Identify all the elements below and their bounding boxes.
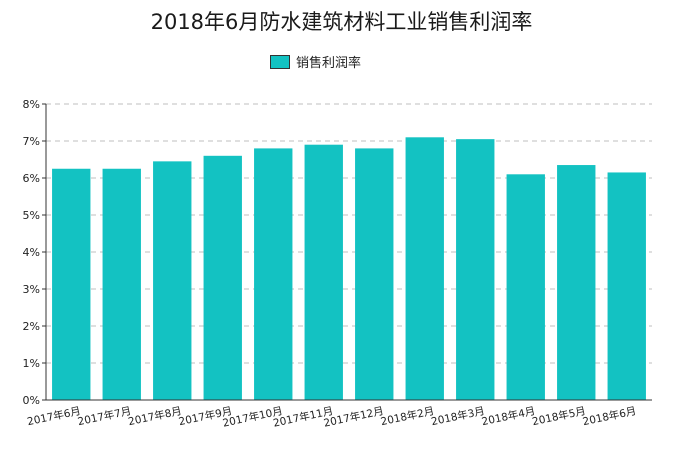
- bar: [607, 172, 646, 400]
- y-tick-label: 1%: [23, 357, 40, 370]
- bar: [557, 165, 596, 400]
- y-tick-label: 2%: [23, 320, 40, 333]
- legend-label: 销售利润率: [296, 56, 362, 71]
- y-tick-label: 4%: [23, 246, 40, 259]
- y-tick-label: 0%: [23, 394, 40, 407]
- bar: [456, 139, 495, 400]
- y-tick-label: 3%: [23, 283, 40, 296]
- bar: [355, 148, 394, 400]
- y-tick-label: 7%: [23, 135, 40, 148]
- x-tick-label: 2018年5月: [531, 404, 587, 428]
- chart-title: 2018年6月防水建筑材料工业销售利润率: [150, 10, 533, 34]
- x-tick-label: 2017年8月: [127, 404, 183, 428]
- bar: [254, 148, 293, 400]
- bar: [506, 174, 545, 400]
- bar: [153, 161, 192, 400]
- x-tick-label: 2018年2月: [379, 404, 435, 428]
- x-tick-label: 2018年3月: [430, 404, 486, 428]
- bar: [405, 137, 444, 401]
- y-tick-label: 8%: [23, 98, 40, 111]
- bar: [304, 144, 343, 400]
- y-tick-label: 6%: [23, 172, 40, 185]
- x-tick-label: 2017年7月: [76, 404, 132, 428]
- bar: [102, 168, 141, 400]
- bar: [203, 155, 242, 400]
- bar: [52, 168, 91, 400]
- legend: 销售利润率: [270, 52, 361, 71]
- legend-swatch: [270, 54, 290, 69]
- x-tick-label: 2017年6月: [26, 404, 82, 428]
- x-tick-label: 2018年4月: [480, 404, 536, 428]
- x-tick-label: 2018年6月: [581, 404, 637, 428]
- y-tick-label: 5%: [23, 209, 40, 222]
